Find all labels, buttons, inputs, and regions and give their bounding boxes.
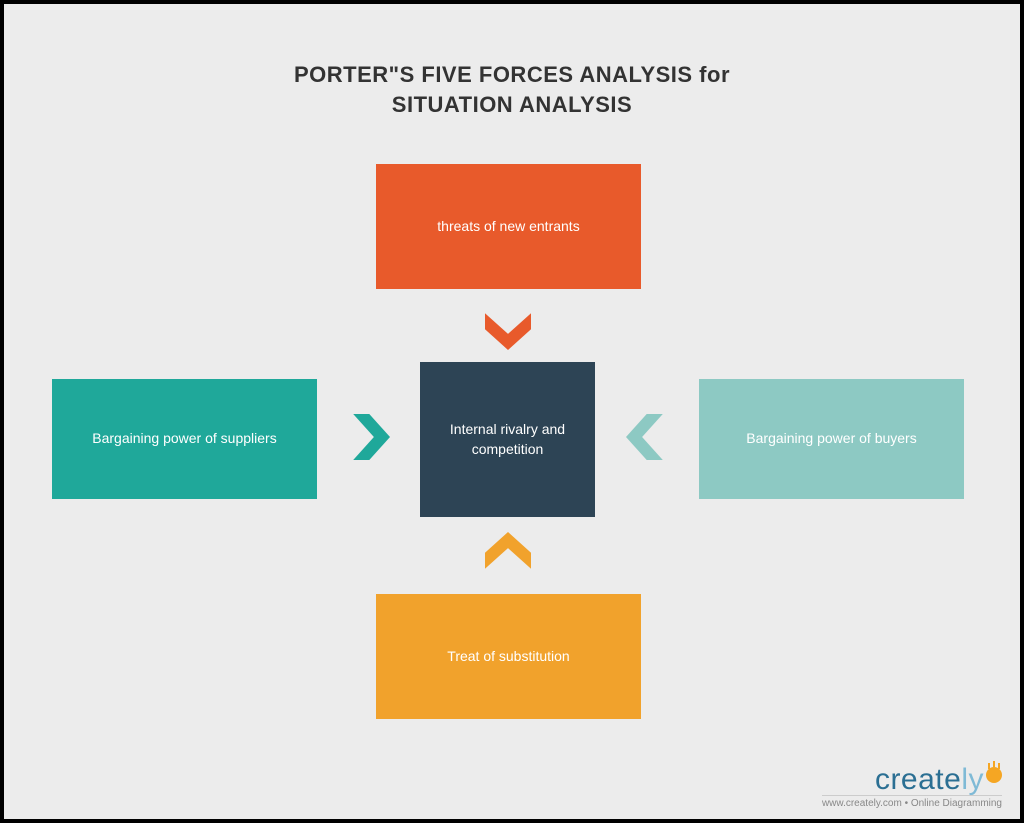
node-label: Internal rivalry and competition	[428, 420, 587, 459]
logo-text-1: create	[875, 763, 961, 797]
node-label: Bargaining power of buyers	[746, 429, 916, 449]
logo-text-2: ly	[961, 763, 984, 797]
diagram-title: PORTER"S FIVE FORCES ANALYSIS for SITUAT…	[4, 60, 1020, 119]
node-threats-new-entrants: threats of new entrants	[376, 164, 641, 289]
node-label: Bargaining power of suppliers	[92, 429, 276, 449]
title-line-1: PORTER"S FIVE FORCES ANALYSIS for	[294, 62, 730, 87]
diagram-frame: PORTER"S FIVE FORCES ANALYSIS for SITUAT…	[0, 0, 1024, 823]
node-bargaining-suppliers: Bargaining power of suppliers	[52, 379, 317, 499]
node-threat-substitution: Treat of substitution	[376, 594, 641, 719]
lightbulb-icon	[986, 767, 1002, 783]
arrow-up-icon	[485, 532, 531, 578]
creately-logo: creately	[822, 763, 1002, 797]
arrow-right-icon	[344, 414, 390, 460]
node-label: Treat of substitution	[447, 647, 569, 667]
arrow-down-icon	[485, 304, 531, 350]
footer: creately www.creately.com • Online Diagr…	[822, 763, 1002, 809]
node-bargaining-buyers: Bargaining power of buyers	[699, 379, 964, 499]
node-internal-rivalry: Internal rivalry and competition	[420, 362, 595, 517]
title-line-2: SITUATION ANALYSIS	[392, 92, 632, 117]
arrow-left-icon	[626, 414, 672, 460]
footer-tagline: www.creately.com • Online Diagramming	[822, 795, 1002, 809]
node-label: threats of new entrants	[437, 217, 579, 237]
